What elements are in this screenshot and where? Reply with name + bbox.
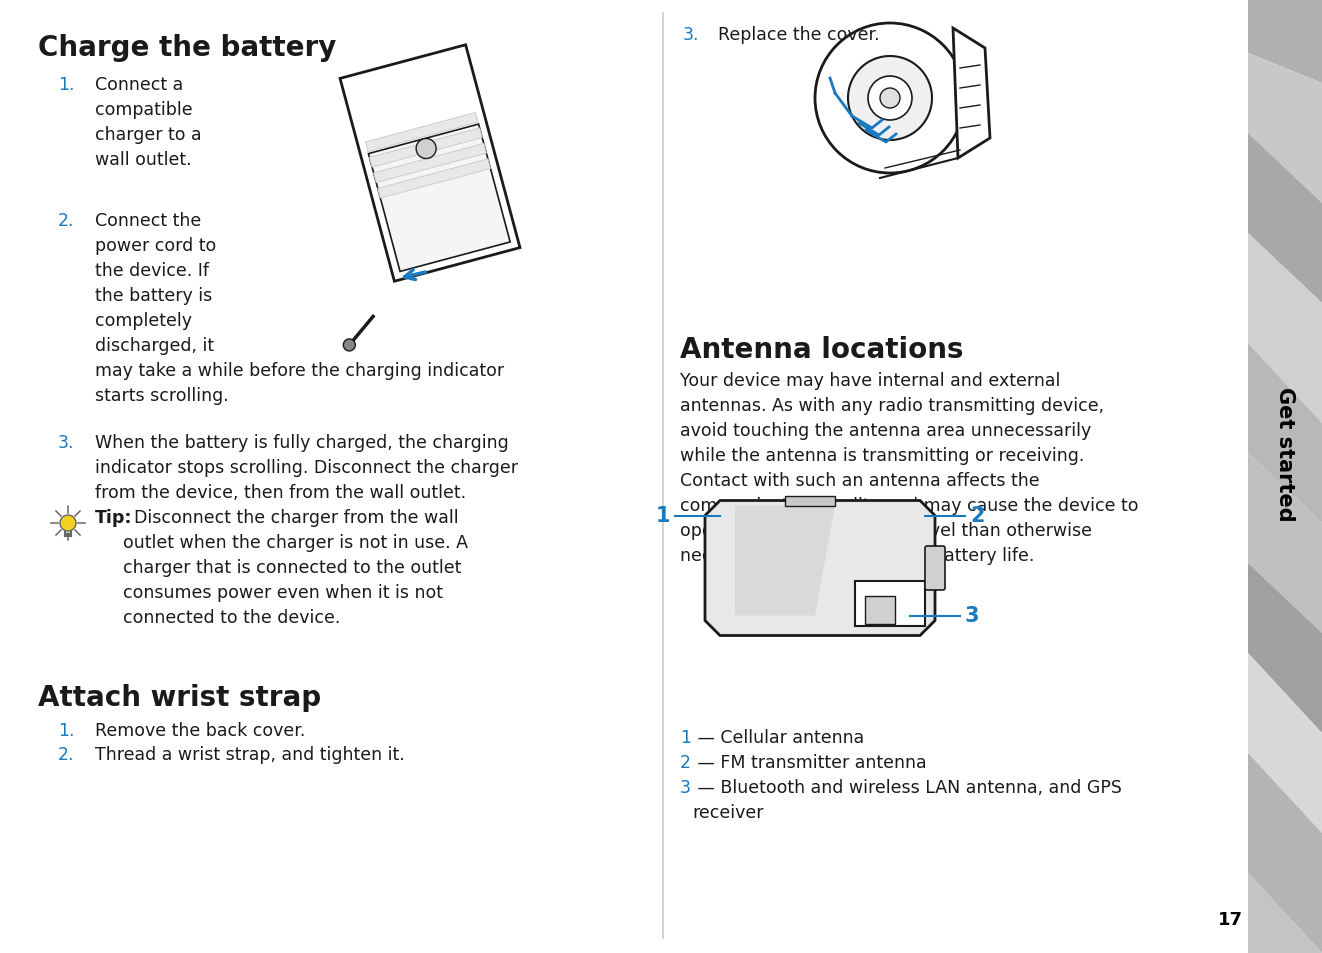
Text: Disconnect the charger from the wall
outlet when the charger is not in use. A
ch: Disconnect the charger from the wall out…: [123, 509, 468, 626]
Text: Connect the
power cord to
the device. If
the battery is
completely
discharged, i: Connect the power cord to the device. If…: [95, 212, 504, 405]
Circle shape: [416, 139, 436, 159]
Text: — Bluetooth and wireless LAN antenna, and GPS
receiver: — Bluetooth and wireless LAN antenna, an…: [691, 779, 1122, 821]
Text: 17: 17: [1218, 910, 1243, 928]
Text: Attach wrist strap: Attach wrist strap: [38, 683, 321, 711]
Polygon shape: [1248, 344, 1322, 523]
Polygon shape: [378, 160, 490, 199]
Polygon shape: [705, 501, 935, 636]
Text: Tip:: Tip:: [95, 509, 132, 526]
Text: Charge the battery: Charge the battery: [38, 34, 336, 62]
Text: Replace the cover.: Replace the cover.: [718, 26, 879, 44]
FancyBboxPatch shape: [865, 596, 895, 624]
Text: 3: 3: [680, 779, 691, 796]
Text: — Cellular antenna: — Cellular antenna: [691, 728, 865, 746]
Polygon shape: [1248, 873, 1322, 953]
Circle shape: [880, 89, 900, 109]
FancyBboxPatch shape: [925, 546, 945, 590]
Polygon shape: [1248, 133, 1322, 304]
Text: 2: 2: [680, 753, 691, 771]
Text: 3: 3: [965, 606, 980, 626]
Text: Thread a wrist strap, and tighten it.: Thread a wrist strap, and tighten it.: [95, 745, 405, 763]
Polygon shape: [1248, 654, 1322, 833]
Circle shape: [814, 24, 965, 173]
Polygon shape: [369, 125, 510, 273]
Text: 2.: 2.: [58, 745, 74, 763]
Polygon shape: [1248, 0, 1322, 84]
FancyBboxPatch shape: [785, 496, 836, 506]
Circle shape: [344, 339, 356, 352]
Polygon shape: [1248, 454, 1322, 634]
Text: — FM transmitter antenna: — FM transmitter antenna: [691, 753, 927, 771]
Circle shape: [847, 57, 932, 141]
Polygon shape: [365, 113, 479, 152]
Polygon shape: [1248, 753, 1322, 953]
Polygon shape: [1248, 563, 1322, 733]
Text: 1.: 1.: [58, 76, 74, 94]
Circle shape: [869, 77, 912, 121]
Polygon shape: [855, 581, 925, 626]
Polygon shape: [953, 29, 990, 159]
Text: 2: 2: [970, 506, 985, 526]
Polygon shape: [735, 506, 836, 616]
Text: Remove the back cover.: Remove the back cover.: [95, 721, 305, 740]
Circle shape: [59, 516, 75, 532]
Text: 3.: 3.: [58, 434, 74, 452]
Text: 1.: 1.: [58, 721, 74, 740]
Text: Your device may have internal and external
antennas. As with any radio transmitt: Your device may have internal and extern…: [680, 372, 1138, 564]
Text: Get started: Get started: [1274, 386, 1296, 520]
Text: When the battery is fully charged, the charging
indicator stops scrolling. Disco: When the battery is fully charged, the c…: [95, 434, 518, 501]
Polygon shape: [374, 144, 486, 183]
Text: Antenna locations: Antenna locations: [680, 335, 964, 364]
Text: 1: 1: [656, 506, 670, 526]
Polygon shape: [1248, 54, 1322, 204]
Polygon shape: [370, 129, 483, 168]
Text: 1: 1: [680, 728, 691, 746]
Text: 2.: 2.: [58, 212, 74, 230]
Polygon shape: [340, 46, 520, 282]
Text: 3.: 3.: [683, 26, 699, 44]
Text: Connect a
compatible
charger to a
wall outlet.: Connect a compatible charger to a wall o…: [95, 76, 202, 169]
Polygon shape: [1248, 233, 1322, 423]
